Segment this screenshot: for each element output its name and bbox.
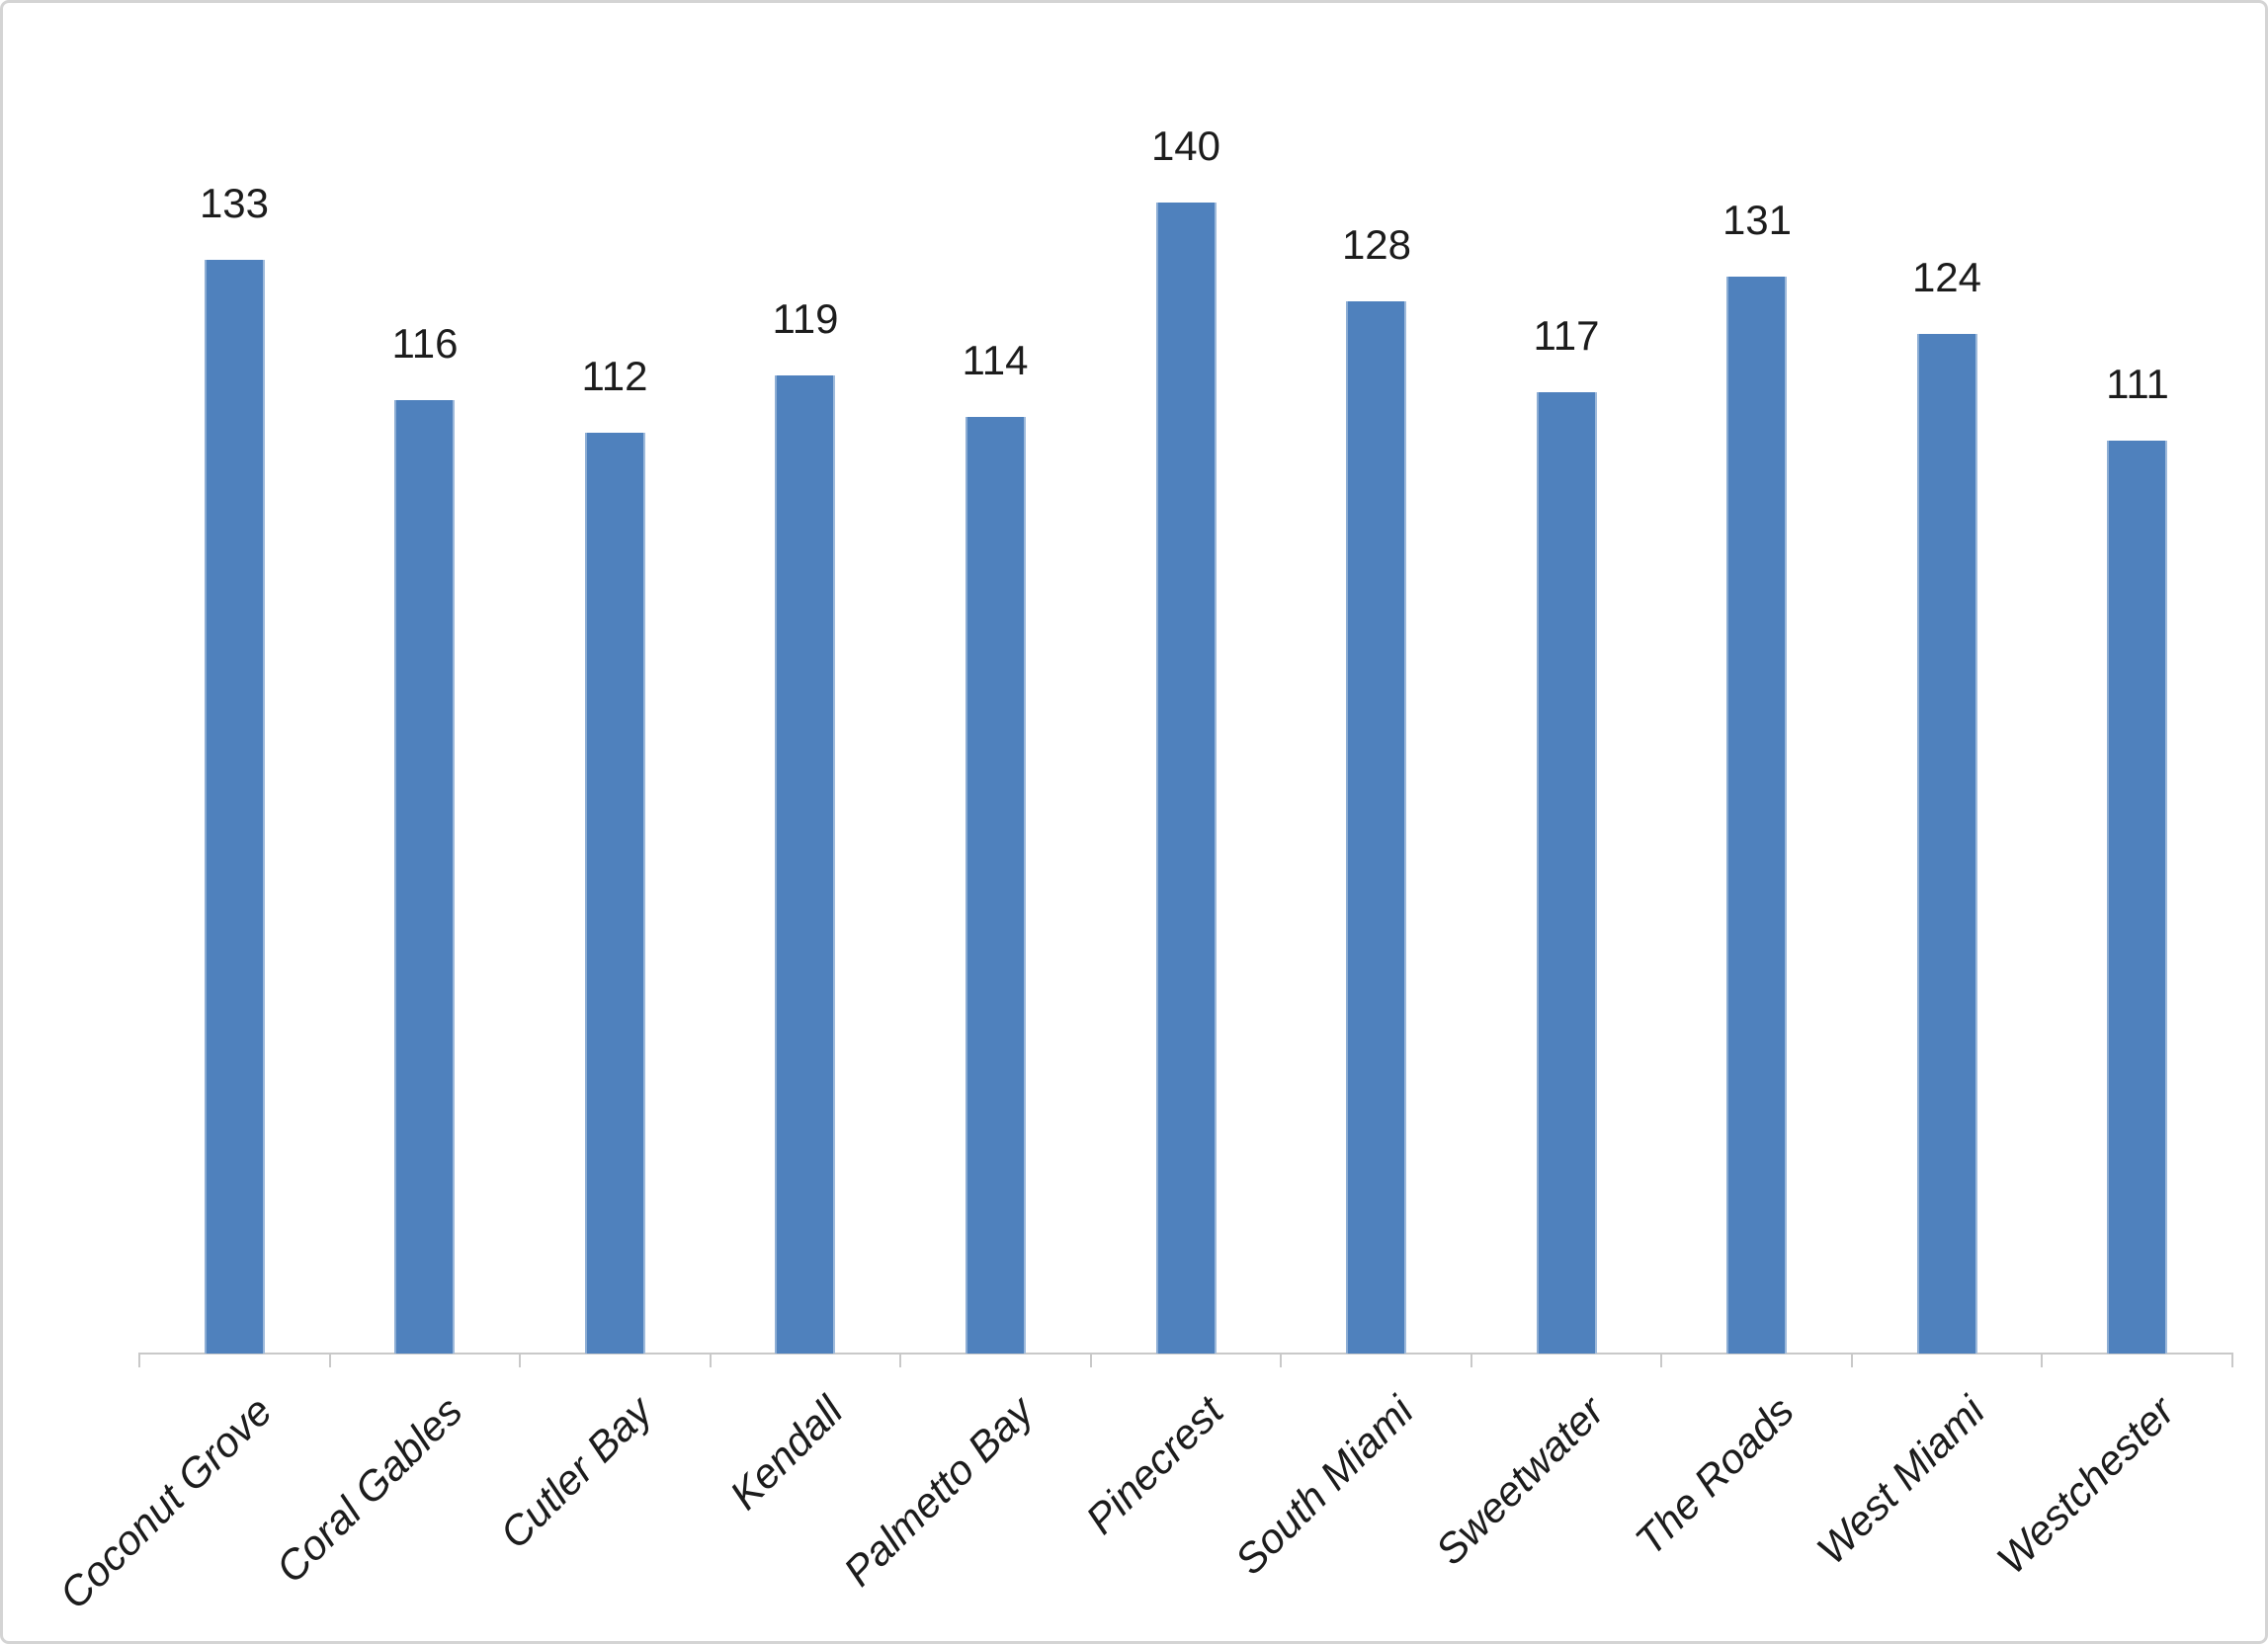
x-axis-tick	[1280, 1354, 1283, 1367]
data-label: 131	[1722, 196, 1793, 243]
x-axis-label: Palmetto Bay	[834, 1387, 1042, 1596]
x-axis-label: Coral Gables	[266, 1387, 471, 1592]
x-axis-tick	[1850, 1354, 1853, 1367]
data-label: 128	[1341, 220, 1412, 268]
x-axis-label: Pinecrest	[1076, 1387, 1232, 1543]
data-label: 114	[962, 336, 1029, 383]
x-axis-tick	[709, 1354, 712, 1367]
data-label: 112	[581, 352, 648, 399]
data-label: 140	[1150, 122, 1221, 169]
x-axis-line	[138, 1353, 2233, 1355]
x-axis-tick	[519, 1354, 522, 1367]
x-axis-label: The Roads	[1626, 1387, 1804, 1564]
x-axis-tick	[2231, 1354, 2233, 1367]
data-label: 124	[1911, 253, 1982, 300]
x-axis-tick	[1470, 1354, 1472, 1367]
x-axis-tick	[899, 1354, 902, 1367]
bar-west-miami	[1917, 334, 1977, 1354]
x-axis-tick	[138, 1354, 140, 1367]
data-label: 133	[199, 179, 270, 226]
bar-coconut-grove	[205, 260, 265, 1354]
data-label: 117	[1533, 311, 1600, 359]
bar-kendall	[775, 375, 835, 1354]
bar-coral-gables	[394, 400, 455, 1354]
data-label: 111	[2106, 360, 2169, 407]
x-axis-tick	[1089, 1354, 1092, 1367]
bar-sweetwater	[1537, 392, 1597, 1354]
bar-westchester	[2107, 441, 2167, 1354]
data-label: 119	[772, 294, 839, 342]
x-axis-label: South Miami	[1225, 1387, 1423, 1584]
x-axis-tick	[328, 1354, 331, 1367]
x-axis-label: Westchester	[1987, 1387, 2184, 1584]
x-axis-label: Kendall	[720, 1387, 852, 1519]
bar-cutler-bay	[585, 433, 645, 1354]
data-label: 116	[391, 319, 459, 367]
x-axis-label: West Miami	[1806, 1387, 1993, 1574]
bar-palmetto-bay	[966, 417, 1026, 1354]
bar-pinecrest	[1156, 203, 1217, 1354]
bar-the-roads	[1726, 277, 1787, 1354]
x-axis-tick	[2041, 1354, 2044, 1367]
x-axis-label: Cutler Bay	[491, 1387, 661, 1558]
x-axis-tick	[1660, 1354, 1663, 1367]
bar-chart-plot-area: 133 Coconut Grove 116 Coral Gables 112 Cutler…	[3, 3, 2265, 1641]
x-axis-label: Sweetwater	[1426, 1387, 1613, 1574]
bar-south-miami	[1346, 301, 1406, 1354]
x-axis-label: Coconut Grove	[49, 1387, 281, 1618]
